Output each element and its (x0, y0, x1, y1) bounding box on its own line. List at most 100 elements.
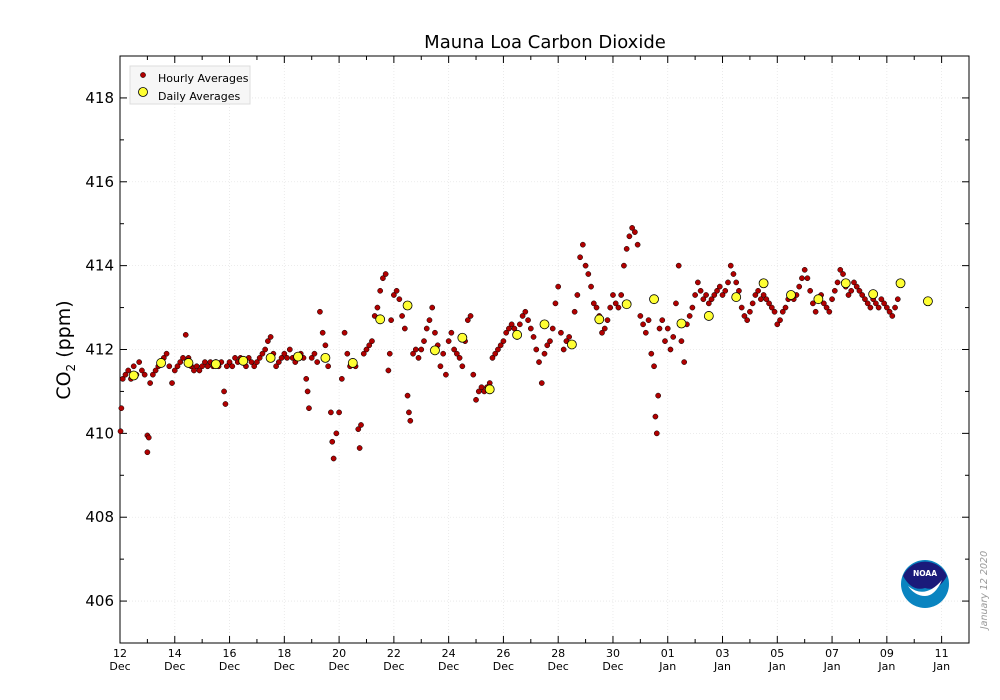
daily-point (265, 352, 276, 363)
hourly-point (533, 346, 540, 353)
hourly-point (391, 292, 397, 298)
hourly-point (799, 275, 805, 282)
hourly-point (722, 287, 729, 294)
x-tick-label-month: Dec (328, 660, 349, 673)
hourly-point (325, 363, 331, 370)
hourly-point (645, 317, 652, 323)
hourly-point (473, 396, 479, 403)
hourly-point (582, 262, 589, 269)
hourly-point (894, 296, 901, 303)
hourly-point (396, 296, 403, 303)
hourly-point (377, 287, 384, 294)
hourly-point (437, 363, 444, 370)
hourly-point (744, 317, 751, 323)
hourly-point (506, 325, 512, 332)
x-tick-label-month: Dec (274, 660, 295, 673)
legend-box (129, 65, 251, 105)
hourly-point (174, 363, 181, 370)
legend-daily-marker (138, 87, 148, 97)
hourly-point (733, 279, 740, 286)
hourly-point (136, 359, 143, 365)
hourly-point (440, 350, 447, 357)
x-tick-label-month: Jan (658, 660, 676, 673)
hourly-point (519, 313, 526, 319)
hourly-point (864, 300, 871, 307)
hourly-point (848, 287, 855, 294)
hourly-point (632, 229, 638, 235)
hourly-point (393, 287, 400, 294)
hourly-point (163, 350, 170, 357)
hourly-point (525, 317, 531, 323)
hourly-point (727, 262, 734, 269)
hourly-point (648, 350, 655, 357)
hourly-point (459, 363, 466, 370)
date-stamp: January 12 2020 (979, 551, 990, 631)
y-tick-label: 412 (85, 341, 114, 359)
x-tick-label-month: Jan (932, 660, 950, 673)
hourly-point (147, 380, 153, 386)
hourly-point (363, 346, 370, 353)
x-tick-label-month: Dec (219, 660, 240, 673)
daily-point (703, 311, 714, 321)
hourly-point (670, 334, 677, 340)
hourly-point (445, 338, 452, 344)
hourly-point (714, 287, 720, 294)
hourly-point (774, 321, 781, 328)
hourly-point (311, 350, 318, 357)
hourly-point (547, 338, 553, 344)
hourly-point (634, 241, 641, 248)
hourly-point (358, 422, 364, 428)
hourly-point (451, 346, 457, 353)
hourly-point (725, 279, 731, 286)
chart-title: Mauna Loa Carbon Dioxide (424, 32, 666, 53)
hourly-point (796, 283, 803, 290)
hourly-point (662, 338, 668, 344)
hourly-point (826, 308, 833, 315)
hourly-point (492, 350, 499, 357)
y-tick-label: 414 (85, 257, 114, 275)
hourly-point (755, 287, 761, 294)
y-tick-label: 418 (85, 89, 114, 107)
hourly-point (812, 308, 819, 315)
hourly-point (752, 292, 759, 298)
hourly-point (703, 292, 709, 298)
grid (119, 56, 969, 643)
hourly-point (122, 371, 129, 378)
hourly-point (304, 388, 311, 395)
hourly-point (766, 300, 772, 307)
hourly-point (659, 317, 666, 323)
x-tick-label-day: 26 (496, 647, 510, 660)
hourly-point (673, 300, 679, 307)
daily-point (210, 359, 221, 370)
hourly-point (322, 342, 329, 349)
hourly-point (267, 334, 274, 340)
hourly-point (380, 275, 386, 282)
hourly-point (615, 304, 622, 311)
hourly-point (317, 308, 323, 315)
hourly-point (758, 296, 764, 303)
hourly-point (566, 334, 572, 340)
hourly-point (560, 346, 567, 353)
daily-point (895, 278, 906, 289)
hourly-point (497, 342, 504, 349)
hourly-point (265, 338, 271, 344)
hourly-point (555, 283, 562, 290)
daily-point (758, 278, 769, 289)
legend-daily-label: Daily Averages (158, 90, 241, 103)
hourly-point (221, 388, 227, 395)
hourly-point (202, 359, 208, 365)
x-tick-label-day: 22 (387, 647, 401, 660)
daily-point (923, 296, 933, 307)
daily-point (293, 351, 303, 362)
hourly-point (571, 308, 578, 315)
hourly-point (695, 279, 701, 286)
y-axis-label: CO2 (ppm) (53, 300, 78, 399)
hourly-point (552, 300, 559, 307)
hourly-point (314, 359, 321, 365)
x-tick-label-day: 16 (223, 647, 237, 660)
hourly-point (508, 321, 515, 328)
hourly-point (878, 296, 885, 303)
hourly-point (130, 363, 137, 370)
x-tick-label-month: Dec (548, 660, 569, 673)
y-tick-label: 406 (85, 592, 114, 610)
